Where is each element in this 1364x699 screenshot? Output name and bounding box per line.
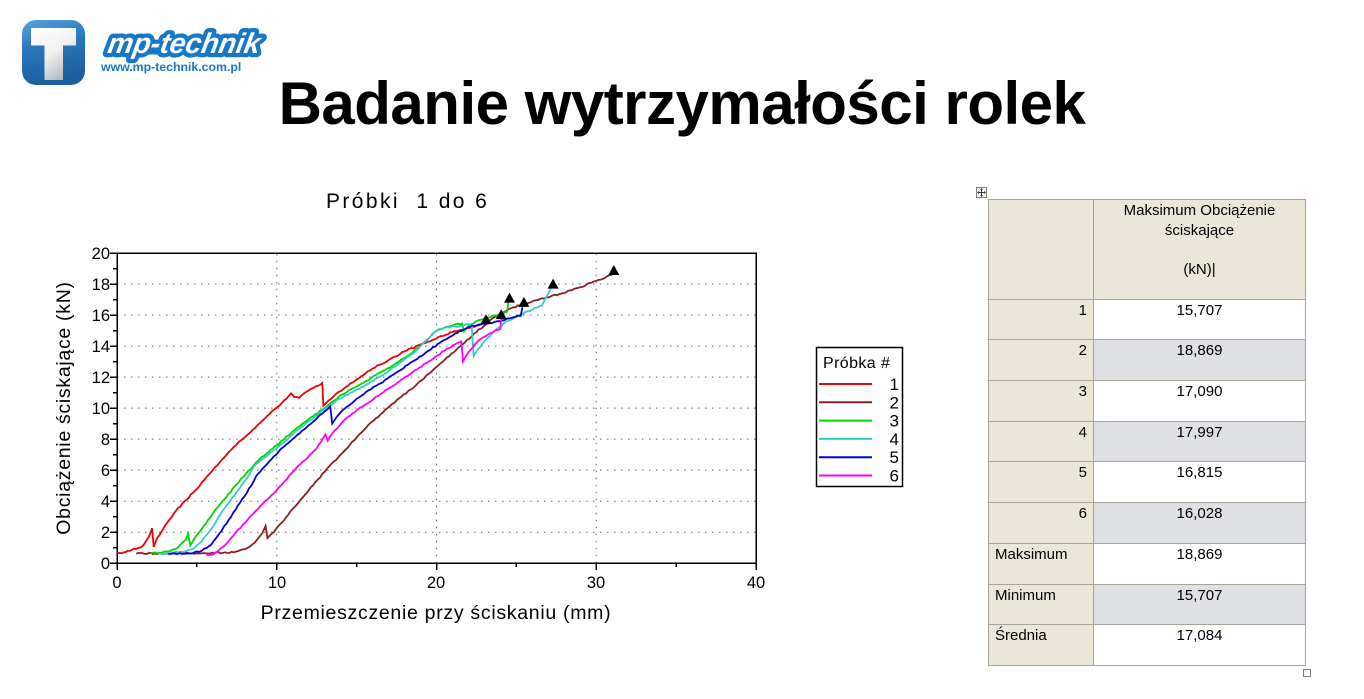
svg-text:2: 2 [890,393,899,412]
svg-text:8: 8 [101,431,110,449]
svg-text:mp-technik: mp-technik [105,28,265,60]
svg-text:2: 2 [101,524,110,542]
svg-text:20: 20 [427,574,445,592]
svg-text:12: 12 [92,369,110,387]
svg-text:mp-technik: mp-technik [105,28,265,60]
svg-text:40: 40 [747,574,765,592]
svg-text:4: 4 [890,430,899,449]
svg-text:10: 10 [268,574,286,592]
svg-text:5: 5 [890,448,899,467]
svg-text:1: 1 [890,375,899,394]
svg-text:16: 16 [92,307,110,325]
svg-text:0: 0 [112,574,121,592]
svg-text:14: 14 [92,338,110,356]
svg-text:30: 30 [587,574,605,592]
svg-text:10: 10 [92,400,110,418]
svg-text:Próbki 1 do 6: Próbki 1 do 6 [326,190,489,213]
svg-text:www.mp-technik.com.pl: www.mp-technik.com.pl [100,60,241,74]
svg-text:Próbka #: Próbka # [823,355,890,372]
svg-text:3: 3 [890,412,899,431]
svg-text:Obciążenie ściskające (kN): Obciążenie ściskające (kN) [53,281,75,534]
svg-text:20: 20 [92,245,110,263]
svg-text:18: 18 [92,276,110,294]
svg-text:0: 0 [101,555,110,573]
svg-text:6: 6 [101,462,110,480]
svg-text:Przemieszczenie przy ściskaniu: Przemieszczenie przy ściskaniu (mm) [261,602,612,624]
svg-text:6: 6 [890,467,899,486]
svg-text:4: 4 [101,493,110,511]
